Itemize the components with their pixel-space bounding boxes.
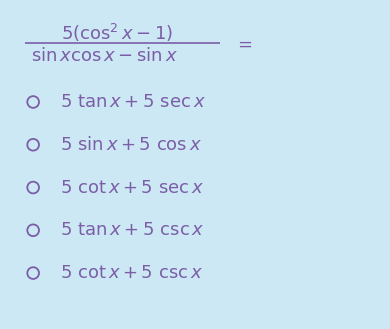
Text: $=$: $=$ [234,35,253,53]
Text: $\sin x\cos x - \sin x$: $\sin x\cos x - \sin x$ [31,47,178,65]
Text: $5\ \tan x + 5\ \csc x$: $5\ \tan x + 5\ \csc x$ [60,221,205,239]
Text: $5\ \sin x + 5\ \cos x$: $5\ \sin x + 5\ \cos x$ [60,136,202,154]
Text: $5\ \tan x + 5\ \sec x$: $5\ \tan x + 5\ \sec x$ [60,93,206,111]
Text: $5\ \cot x + 5\ \csc x$: $5\ \cot x + 5\ \csc x$ [60,264,204,282]
Text: $5\ \cot x + 5\ \sec x$: $5\ \cot x + 5\ \sec x$ [60,179,205,196]
Text: $5(\cos^2 x - 1)$: $5(\cos^2 x - 1)$ [61,22,173,44]
